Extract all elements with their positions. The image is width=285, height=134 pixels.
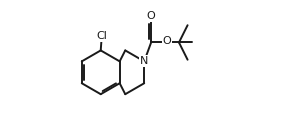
Text: Cl: Cl (96, 31, 107, 42)
Text: N: N (140, 56, 148, 66)
Text: O: O (147, 11, 156, 21)
Text: O: O (163, 36, 171, 46)
